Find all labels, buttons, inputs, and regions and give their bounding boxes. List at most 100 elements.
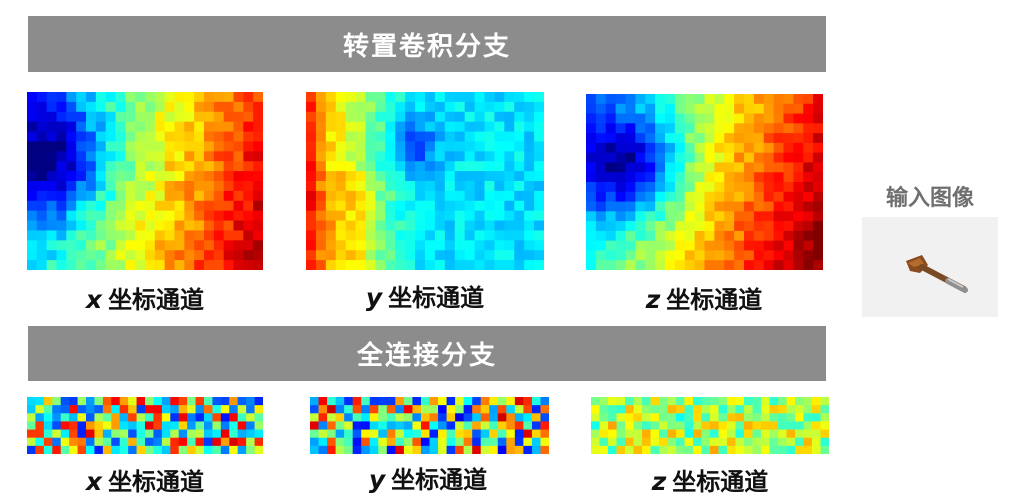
heatmap-cell: [385, 200, 396, 212]
heatmap-cell: [111, 405, 121, 414]
heatmap-cell: [595, 182, 607, 193]
heatmap-cell: [667, 413, 677, 423]
heatmap-cell: [595, 201, 607, 212]
heatmap-cell: [36, 181, 48, 192]
heatmap-cell: [665, 221, 676, 232]
heatmap-cell: [803, 260, 814, 270]
heatmap-cell: [674, 240, 686, 252]
heatmap-cell: [145, 190, 156, 202]
heatmap-cell: [523, 413, 533, 423]
heatmap-cell: [714, 172, 725, 183]
heatmap-cell: [355, 260, 367, 270]
heatmap-cell: [36, 260, 48, 270]
heatmap-cell: [684, 191, 696, 203]
heatmap-cell: [310, 421, 320, 431]
heatmap-cell: [674, 103, 686, 115]
conv-y-var: y: [365, 283, 383, 312]
heatmap-cell: [684, 123, 696, 134]
heatmap-cell: [684, 413, 694, 423]
heatmap-cell: [375, 151, 386, 162]
heatmap-cell: [184, 131, 195, 143]
heatmap-cell: [164, 230, 176, 241]
heatmap-cell: [744, 421, 754, 431]
heatmap-cell: [773, 211, 785, 222]
heatmap-cell: [812, 405, 822, 414]
heatmap-cell: [645, 182, 656, 193]
heatmap-cell: [395, 240, 406, 251]
heatmap-cell: [752, 397, 762, 406]
heatmap-cell: [813, 133, 823, 144]
heatmap-cell: [306, 101, 317, 113]
heatmap-cell: [425, 210, 436, 222]
heatmap-cell: [494, 181, 505, 192]
heatmap-cell: [27, 210, 38, 222]
heatmap-cell: [246, 405, 256, 414]
heatmap-cell: [744, 413, 754, 423]
heatmap-cell: [164, 171, 176, 182]
heatmap-cell: [608, 445, 618, 454]
heatmap-cell: [128, 405, 138, 414]
heatmap-cell: [415, 230, 426, 241]
heatmap-cell: [655, 94, 666, 105]
heatmap-cell: [170, 445, 180, 454]
heatmap-cell: [635, 230, 646, 242]
heatmap-cell: [540, 437, 549, 447]
heatmap-cell: [66, 121, 77, 133]
heatmap-cell: [684, 172, 696, 183]
heatmap-cell: [531, 445, 542, 454]
heatmap-cell: [27, 181, 38, 192]
fc-x-heatmap: [27, 397, 263, 454]
heatmap-cell: [46, 200, 58, 212]
heatmap-cell: [773, 113, 785, 124]
heatmap-cell: [335, 413, 345, 423]
heatmap-cell: [95, 111, 107, 123]
heatmap-cell: [752, 413, 762, 423]
heatmap-cell: [773, 191, 785, 203]
heatmap-cell: [125, 131, 136, 143]
heatmap-cell: [164, 111, 176, 123]
heatmap-cell: [444, 101, 456, 113]
heatmap-cell: [253, 200, 263, 212]
heatmap-cell: [667, 397, 677, 406]
heatmap-cell: [385, 161, 396, 172]
heatmap-cell: [454, 131, 466, 143]
heatmap-cell: [345, 210, 357, 222]
heatmap-cell: [763, 94, 775, 105]
heatmap-cell: [195, 429, 205, 439]
heatmap-cell: [595, 211, 607, 222]
heatmap-cell: [233, 250, 244, 261]
heatmap-cell: [444, 250, 456, 261]
heatmap-cell: [734, 113, 745, 124]
heatmap-cell: [694, 211, 706, 222]
heatmap-cell: [625, 113, 636, 124]
heatmap-cell: [773, 133, 785, 144]
heatmap-cell: [86, 421, 96, 431]
heatmap-cell: [795, 445, 805, 454]
heatmap-cell: [204, 260, 215, 270]
heatmap-cell: [504, 190, 515, 202]
heatmap-cell: [254, 429, 263, 439]
heatmap-cell: [455, 437, 465, 447]
heatmap-cell: [645, 152, 656, 164]
heatmap-cell: [237, 429, 247, 439]
heatmap-cell: [119, 413, 129, 423]
heatmap-cell: [335, 397, 345, 406]
heatmap-cell: [665, 201, 676, 212]
heatmap-cell: [752, 421, 762, 431]
heatmap-cell: [724, 250, 735, 261]
heatmap-cell: [480, 413, 490, 423]
heatmap-cell: [43, 413, 53, 423]
heatmap-cell: [246, 437, 256, 447]
heatmap-cell: [115, 131, 126, 143]
heatmap-cell: [125, 200, 136, 212]
heatmap-cell: [665, 211, 676, 222]
heatmap-cell: [625, 142, 636, 154]
heatmap-cell: [793, 172, 804, 183]
heatmap-cell: [494, 220, 505, 232]
heatmap-cell: [753, 250, 765, 261]
heatmap-cell: [803, 152, 814, 164]
heatmap-cell: [27, 445, 37, 454]
heatmap-cell: [659, 421, 669, 431]
heatmap-cell: [659, 413, 669, 423]
heatmap-cell: [795, 437, 805, 447]
